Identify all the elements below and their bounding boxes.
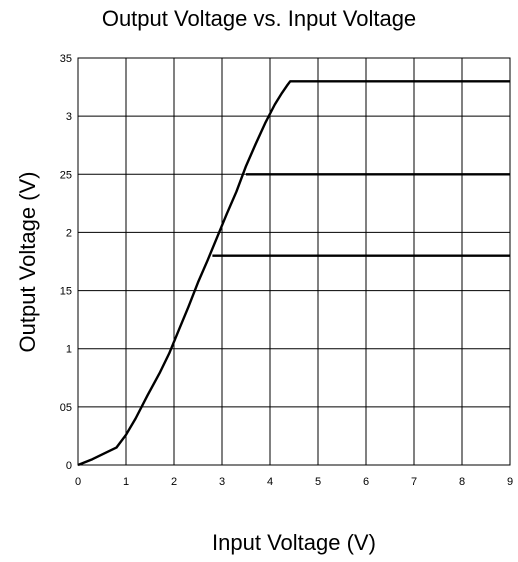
y-tick-label: 35 bbox=[60, 53, 72, 65]
x-tick-label: 4 bbox=[267, 476, 273, 488]
y-axis-label: Output Voltage (V) bbox=[15, 171, 40, 353]
y-tick-label: 05 bbox=[60, 402, 72, 414]
y-tick-label: 2 bbox=[66, 227, 72, 239]
x-tick-label: 7 bbox=[411, 476, 417, 488]
series-layer bbox=[77, 80, 510, 467]
y-tick-label: 15 bbox=[60, 286, 72, 298]
x-tick-label: 8 bbox=[459, 476, 465, 488]
x-tick-label: 9 bbox=[507, 476, 513, 488]
series-line-1 bbox=[77, 80, 510, 467]
chart-title: Output Voltage vs. Input Voltage bbox=[101, 6, 417, 31]
y-tick-label: 1 bbox=[66, 344, 72, 356]
x-tick-label: 0 bbox=[75, 476, 81, 488]
tick-labels: 0 1 2 3 4 5 6 7 8 9 0 05 1 15 2 25 3 35 bbox=[60, 53, 513, 488]
x-tick-label: 5 bbox=[315, 476, 321, 488]
x-tick-label: 1 bbox=[123, 476, 129, 488]
y-tick-label: 3 bbox=[66, 111, 72, 123]
x-tick-label: 3 bbox=[219, 476, 225, 488]
x-axis-label: Input Voltage (V) bbox=[212, 530, 376, 555]
x-tick-label: 6 bbox=[363, 476, 369, 488]
x-tick-label: 2 bbox=[171, 476, 177, 488]
y-tick-label: 0 bbox=[66, 460, 72, 472]
plot-frame bbox=[77, 57, 511, 466]
plot-area bbox=[78, 58, 510, 465]
y-tick-label: 25 bbox=[60, 169, 72, 181]
